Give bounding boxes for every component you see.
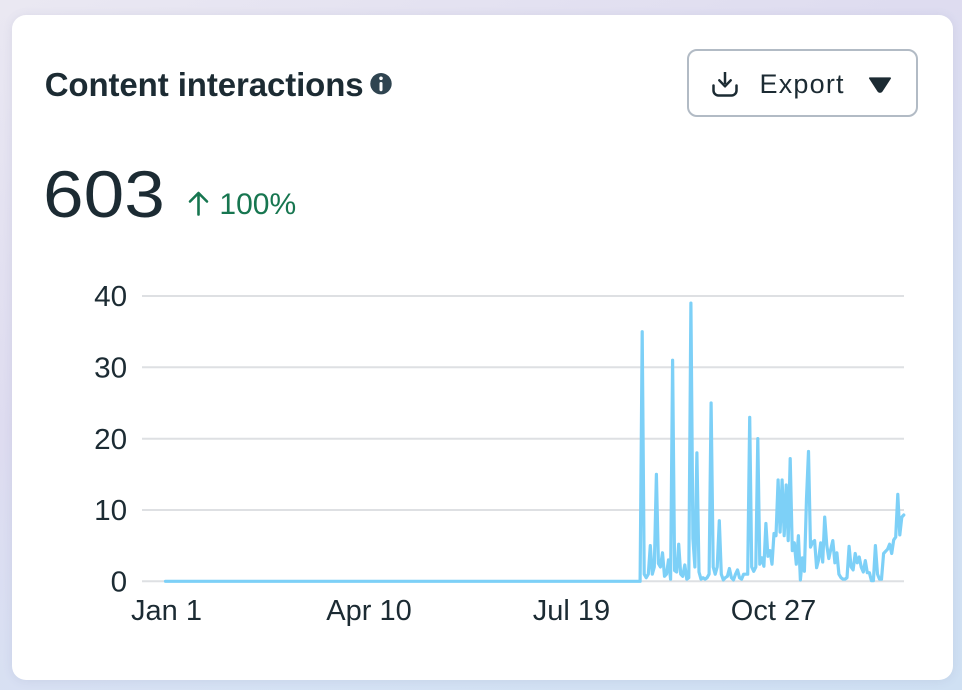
svg-text:0: 0 bbox=[111, 567, 128, 599]
svg-text:Apr 10: Apr 10 bbox=[326, 595, 411, 627]
svg-text:30: 30 bbox=[94, 353, 127, 385]
svg-text:Oct 27: Oct 27 bbox=[731, 595, 816, 627]
svg-text:40: 40 bbox=[94, 281, 127, 313]
svg-text:Jul 19: Jul 19 bbox=[533, 595, 610, 627]
svg-text:20: 20 bbox=[94, 424, 127, 456]
svg-text:Jan 1: Jan 1 bbox=[131, 595, 202, 627]
svg-text:10: 10 bbox=[94, 495, 127, 527]
